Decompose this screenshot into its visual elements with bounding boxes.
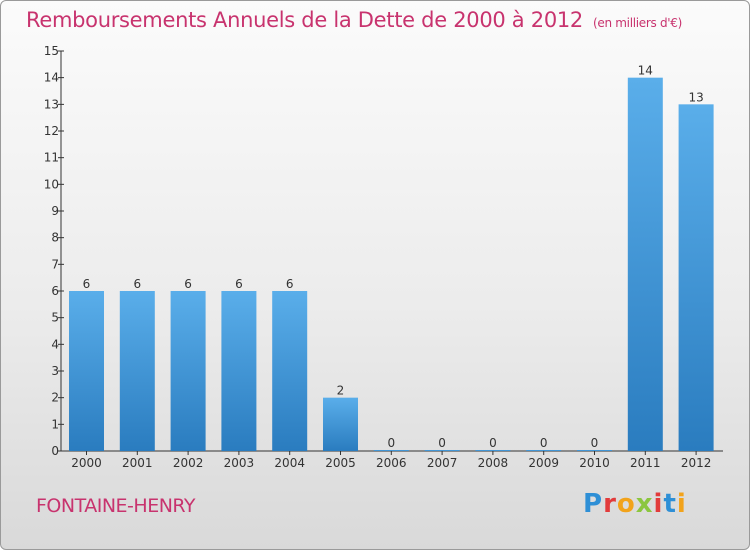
x-tick-label: 2003 [224, 456, 255, 470]
y-tick-label: 6 [51, 284, 59, 298]
bar-value-label: 14 [638, 64, 653, 78]
y-tick-label: 4 [51, 337, 59, 351]
x-tick-label: 2009 [528, 456, 559, 470]
bar-value-label: 0 [489, 436, 497, 450]
x-tick-label: 2006 [376, 456, 407, 470]
y-tick-label: 12 [44, 124, 59, 138]
bar-2012 [678, 104, 714, 451]
logo-letter: i [653, 489, 664, 519]
y-tick-label: 14 [44, 71, 59, 85]
y-tick-label: 10 [44, 177, 59, 191]
logo-letter: P [583, 489, 604, 519]
bar-value-label: 2 [337, 384, 345, 398]
logo-letter: r [603, 489, 617, 519]
x-axis: 2000 2001 2002 2003 2004 2005 2006 2007 2008 2009… [61, 450, 723, 470]
bar-value-label: 6 [286, 277, 294, 291]
y-tick-label: 1 [51, 417, 59, 431]
x-tick-label: 2004 [274, 456, 305, 470]
title-unit: (en milliers d'€) [593, 16, 683, 30]
chart-title: Remboursements Annuels de la Dette de 20… [26, 8, 682, 32]
y-tick-label: 9 [51, 204, 59, 218]
bar-2003 [221, 291, 257, 451]
bar-value-label: 6 [235, 277, 243, 291]
bar-2001 [119, 291, 155, 451]
proxiti-logo[interactable]: Proxiti [583, 489, 687, 519]
y-tick-label: 5 [51, 311, 59, 325]
x-tick-label: 2011 [630, 456, 661, 470]
bars: 6 6 6 6 6 2 0 0 0 0 0 14 13 [69, 64, 714, 452]
x-tick-label: 2001 [122, 456, 153, 470]
y-tick-label: 2 [51, 391, 59, 405]
bar-2009 [526, 450, 562, 451]
y-tick-label: 7 [51, 257, 59, 271]
bar-2010 [577, 450, 612, 451]
bar-value-label: 13 [688, 90, 703, 104]
x-tick-label: 2012 [681, 456, 712, 470]
bar-2008 [475, 450, 511, 451]
bar-value-label: 6 [184, 277, 192, 291]
bar-value-label: 0 [540, 436, 548, 450]
title-text: Remboursements Annuels de la Dette de 20… [26, 8, 583, 32]
bar-value-label: 0 [387, 436, 395, 450]
bar-value-label: 0 [591, 436, 599, 450]
bar-2004 [272, 291, 308, 451]
bar-value-label: 6 [83, 277, 91, 291]
y-tick-label: 13 [44, 97, 59, 111]
y-tick-label: 15 [44, 44, 59, 58]
city-name: FONTAINE-HENRY [36, 495, 196, 517]
x-tick-label: 2010 [579, 456, 610, 470]
logo-letter: t [663, 489, 677, 519]
bar-2006 [373, 450, 409, 451]
logo-letter: x [635, 489, 654, 519]
logo-letter: i [676, 489, 687, 519]
x-tick-label: 2000 [71, 456, 102, 470]
x-tick-label: 2002 [173, 456, 204, 470]
y-tick-label: 0 [51, 444, 59, 458]
x-tick-label: 2008 [478, 456, 509, 470]
x-tick-label: 2005 [325, 456, 356, 470]
bar-value-label: 0 [438, 436, 446, 450]
y-tick-label: 8 [51, 231, 59, 245]
logo-letter: o [616, 489, 636, 519]
bar-2007 [424, 450, 460, 451]
bar-value-label: 6 [133, 277, 141, 291]
y-tick-label: 11 [44, 151, 59, 165]
y-tick-label: 3 [51, 364, 59, 378]
bar-2005 [323, 397, 358, 451]
bar-2011 [627, 77, 663, 452]
bar-2000 [69, 291, 104, 451]
bar-2002 [170, 291, 206, 451]
x-tick-label: 2007 [427, 456, 458, 470]
